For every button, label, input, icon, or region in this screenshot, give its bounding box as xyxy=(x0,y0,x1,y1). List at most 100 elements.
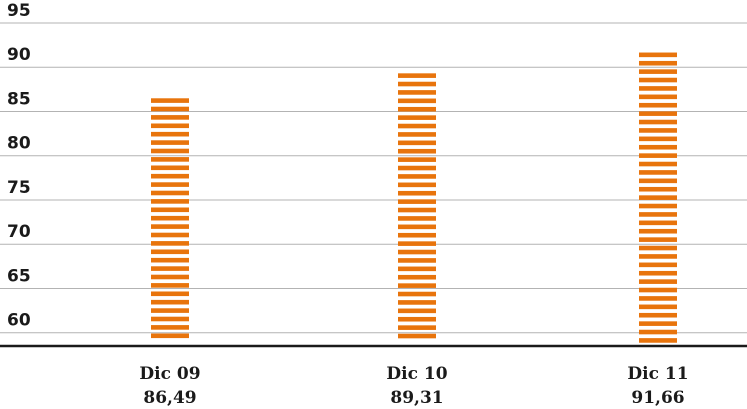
y-tick-label-75: 75 xyxy=(7,178,31,198)
y-tick-label-65: 65 xyxy=(7,266,31,286)
bar-stripe xyxy=(151,165,189,171)
bar-stripe xyxy=(398,165,436,171)
bar-stripe xyxy=(639,220,677,226)
bar-stripe xyxy=(151,207,189,213)
bar-stripe xyxy=(639,161,677,167)
bar-stripe xyxy=(151,182,189,187)
bar-stripe xyxy=(639,86,677,91)
bar-stripe xyxy=(151,148,189,154)
bar-stripe xyxy=(639,60,677,66)
bar-stripe xyxy=(639,296,677,301)
bar-stripe xyxy=(398,308,436,314)
y-tick-labels: 60 65 70 75 80 85 90 95 xyxy=(7,1,31,331)
bar-stripe xyxy=(639,245,677,251)
bar-stripe xyxy=(398,190,436,196)
bar-stripe xyxy=(151,249,189,255)
bar-stripe xyxy=(151,199,189,204)
y-tick-label-85: 85 xyxy=(7,89,31,109)
data-label: 86,49 xyxy=(143,388,196,408)
bar-stripe xyxy=(639,203,677,209)
bar-stripe xyxy=(639,237,677,242)
bar-stripe xyxy=(639,94,677,100)
bar-stripe xyxy=(398,174,436,179)
bars xyxy=(151,52,677,343)
bar-stripe xyxy=(398,258,436,263)
bar-stripe xyxy=(398,291,436,297)
y-tick-label-95: 95 xyxy=(7,1,31,21)
bar-stripe xyxy=(639,279,677,284)
bar-stripe xyxy=(639,338,677,343)
bar-stripe xyxy=(398,300,436,305)
bar-stripe xyxy=(398,182,436,188)
bar-stripe xyxy=(151,241,189,246)
bar-stripe xyxy=(398,132,436,137)
bar-stripe xyxy=(398,140,436,146)
gridlines xyxy=(0,22,747,334)
bar-stripe xyxy=(398,115,436,120)
bar-stripe xyxy=(398,90,436,95)
bar-stripe xyxy=(639,304,677,310)
bar-stripe xyxy=(151,98,189,103)
bar-stripe xyxy=(639,228,677,234)
bar-stripe xyxy=(398,249,436,255)
bar-stripe xyxy=(151,325,189,330)
x-tick-label: Dic 09 xyxy=(139,364,200,384)
bar-stripe xyxy=(639,254,677,259)
bar-stripe xyxy=(151,299,189,305)
data-label: 89,31 xyxy=(390,388,443,408)
bar-stripe xyxy=(639,195,677,200)
bar-stripe xyxy=(151,106,189,112)
bar-stripe xyxy=(639,170,677,175)
bar-dic-10 xyxy=(398,73,436,339)
bar-stripe xyxy=(398,73,436,78)
bar-stripe xyxy=(398,266,436,272)
bar-stripe xyxy=(639,111,677,116)
bar-stripe xyxy=(151,115,189,120)
bar-stripe xyxy=(639,262,677,268)
bar-dic-11 xyxy=(639,52,677,343)
bar-stripe xyxy=(398,283,436,288)
bar-stripe xyxy=(151,266,189,271)
bar-stripe xyxy=(639,287,677,293)
bar-stripe xyxy=(639,312,677,318)
bar-stripe xyxy=(398,148,436,154)
bar-stripe xyxy=(398,216,436,221)
bar-stripe xyxy=(151,283,189,288)
bar-stripe xyxy=(639,186,677,192)
bar-stripe xyxy=(151,157,189,162)
bar-stripe xyxy=(639,329,677,335)
data-label: 91,66 xyxy=(631,388,684,408)
bar-stripe xyxy=(151,173,189,179)
bar-stripe xyxy=(151,316,189,322)
x-tick-label: Dic 11 xyxy=(627,364,688,384)
bar-stripe xyxy=(151,123,189,129)
bar-stripe xyxy=(639,321,677,326)
bar-stripe xyxy=(151,291,189,297)
bar-stripe xyxy=(398,98,436,104)
bar-stripe xyxy=(151,257,189,263)
y-tick-label-70: 70 xyxy=(7,222,31,242)
bar-stripe xyxy=(151,215,189,221)
bar-stripe xyxy=(151,274,189,280)
bar-stripe xyxy=(639,144,677,150)
bar-stripe xyxy=(398,232,436,238)
bar-stripe xyxy=(639,270,677,276)
bar-stripe xyxy=(398,106,436,112)
bar-stripe xyxy=(398,241,436,246)
bar-stripe xyxy=(151,140,189,145)
bar-stripe xyxy=(639,212,677,217)
y-tick-label-60: 60 xyxy=(7,311,31,331)
bar-stripe xyxy=(639,178,677,184)
bar-stripe xyxy=(398,224,436,230)
bar-stripe xyxy=(151,232,189,238)
bar-stripe xyxy=(639,52,677,58)
y-tick-label-90: 90 xyxy=(7,45,31,65)
bar-stripe xyxy=(398,274,436,280)
bar-stripe xyxy=(151,131,189,137)
y-tick-label-80: 80 xyxy=(7,134,31,154)
bar-stripe xyxy=(151,190,189,196)
bar-stripe xyxy=(151,308,189,313)
bar-stripe xyxy=(398,199,436,204)
bar-stripe xyxy=(398,81,436,87)
